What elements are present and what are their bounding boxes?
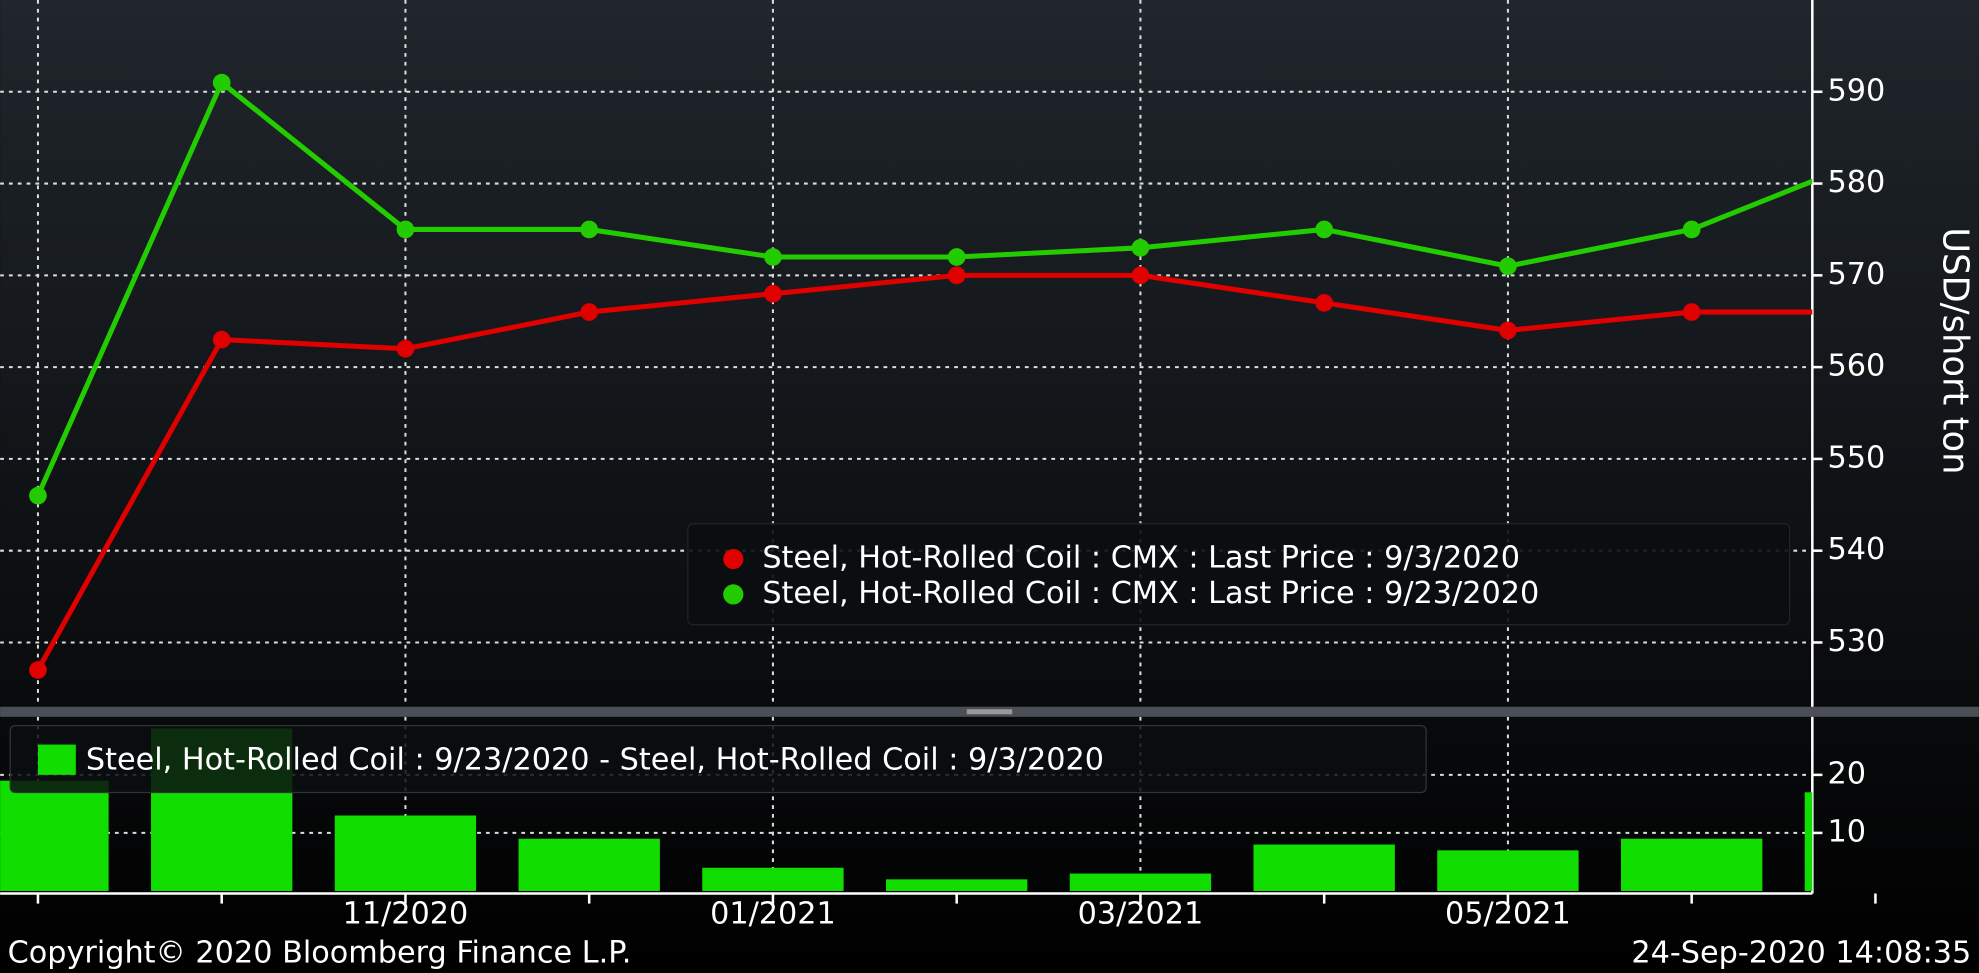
point — [212, 330, 231, 349]
bar — [0, 780, 109, 891]
legend-marker — [723, 584, 744, 605]
point — [29, 661, 47, 679]
bar — [1804, 792, 1813, 891]
point — [1131, 266, 1150, 285]
y-tick-label: 570 — [1827, 257, 1885, 292]
point — [764, 284, 782, 303]
bar — [1253, 844, 1395, 891]
x-tick-label: 05/2021 — [1445, 896, 1571, 931]
point — [1315, 220, 1334, 239]
timestamp: 24-Sep-2020 14:08:35 — [1631, 936, 1971, 971]
bar — [1621, 838, 1763, 891]
y-tick-label: 540 — [1827, 532, 1885, 567]
legend-label: Steel, Hot-Rolled Coil : 9/23/2020 - Ste… — [86, 742, 1104, 777]
y-tick-label: 10 — [1827, 814, 1866, 849]
y-tick-label: 590 — [1827, 73, 1885, 108]
legend-box — [9, 725, 1427, 794]
y-tick-label: 560 — [1827, 349, 1885, 384]
legend-box — [687, 523, 1791, 626]
bar — [886, 879, 1028, 891]
legend-marker — [723, 548, 744, 570]
y-tick-label: 580 — [1827, 165, 1885, 200]
point — [580, 303, 599, 321]
bar — [702, 867, 844, 891]
x-tick-label: 01/2021 — [710, 896, 836, 931]
point — [1499, 321, 1517, 340]
point — [1682, 303, 1701, 321]
bar — [1069, 873, 1212, 891]
y-tick-label: 20 — [1827, 756, 1866, 791]
y-tick-label: 550 — [1827, 440, 1885, 475]
divider-handle[interactable] — [966, 709, 1013, 715]
y-tick-label: 530 — [1827, 624, 1885, 659]
legend-label: Steel, Hot-Rolled Coil : CMX : Last Pric… — [762, 576, 1539, 611]
point — [1315, 294, 1334, 312]
y-axis-title: USD/short ton — [1935, 227, 1976, 474]
point — [947, 248, 966, 266]
point — [396, 339, 415, 358]
legend-marker — [37, 744, 76, 775]
x-tick-label: 03/2021 — [1078, 896, 1204, 931]
legend-label: Steel, Hot-Rolled Coil : CMX : Last Pric… — [762, 541, 1520, 576]
point — [396, 220, 415, 239]
point — [1131, 238, 1150, 257]
point — [764, 248, 782, 266]
copyright: Copyright© 2020 Bloomberg Finance L.P. — [8, 936, 632, 971]
legend: Steel, Hot-Rolled Coil : 9/23/2020 - Ste… — [9, 725, 1427, 794]
point — [1499, 257, 1517, 276]
bar — [334, 815, 477, 891]
panel — [0, 0, 1813, 707]
bar — [518, 838, 660, 891]
plot: 530 540 550 560 570 580 590 10 20 11/2020 01/2021 0… — [0, 0, 1885, 931]
point — [1682, 220, 1701, 239]
point — [29, 486, 47, 505]
point — [212, 73, 231, 92]
point — [947, 266, 966, 285]
point — [580, 220, 599, 239]
legend: Steel, Hot-Rolled Coil : CMX : Last Pric… — [687, 523, 1791, 626]
x-tick-label: 11/2020 — [343, 896, 469, 931]
bar — [1437, 850, 1579, 891]
